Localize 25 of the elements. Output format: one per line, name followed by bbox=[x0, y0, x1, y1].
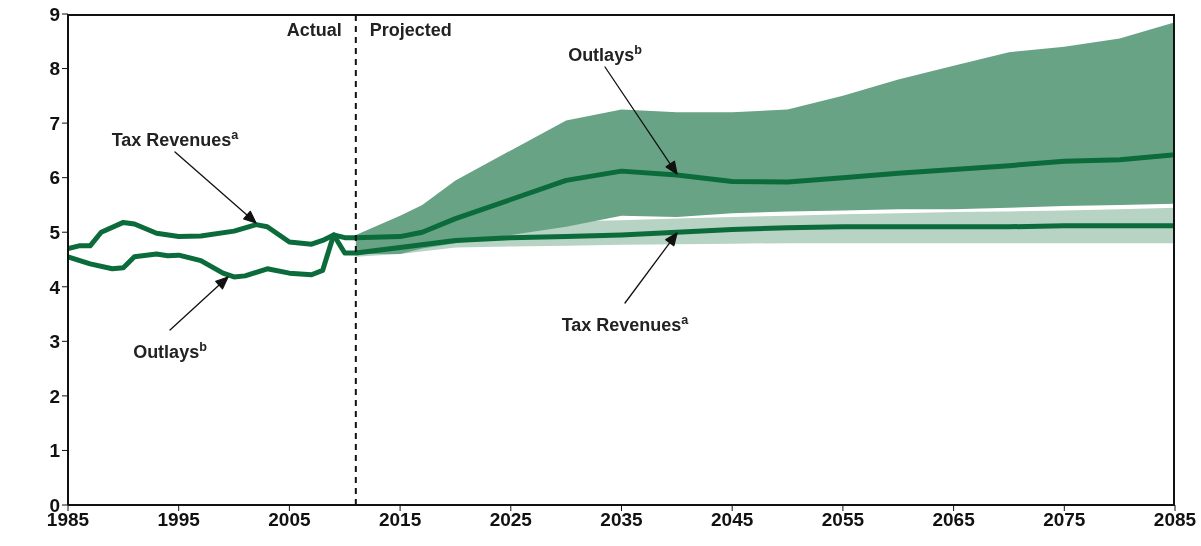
y-tick-label: 4 bbox=[49, 276, 61, 298]
annotation: Projected bbox=[369, 20, 452, 40]
x-tick-label: 2005 bbox=[268, 509, 311, 531]
y-tick-label: 5 bbox=[49, 221, 61, 243]
x-tick-label: 2025 bbox=[489, 509, 533, 531]
x-tick-label: 2085 bbox=[1153, 509, 1197, 531]
x-tick-label: 2045 bbox=[711, 509, 754, 531]
x-tick-label: 1995 bbox=[157, 509, 201, 531]
y-tick-label: 2 bbox=[49, 385, 60, 407]
y-tick-label: 1 bbox=[49, 440, 61, 462]
x-tick-label: 2075 bbox=[1043, 509, 1086, 531]
annotation: Tax Revenues$^{a}$ bbox=[561, 313, 690, 335]
y-tick-label: 7 bbox=[49, 112, 60, 134]
x-tick-label: 2015 bbox=[378, 509, 422, 531]
y-tick-label: 9 bbox=[49, 3, 60, 25]
y-tick-label: 3 bbox=[49, 331, 60, 353]
y-tick-label: 8 bbox=[49, 58, 60, 80]
x-tick-label: 2065 bbox=[932, 509, 976, 531]
annotation: Outlays$^{b}$ bbox=[568, 43, 643, 65]
annotation: Tax Revenues$^{a}$ bbox=[111, 128, 240, 150]
annotation: Outlays$^{b}$ bbox=[133, 340, 208, 362]
x-tick-label: 2035 bbox=[600, 509, 644, 531]
annotation: Actual bbox=[286, 20, 342, 40]
x-tick-label: 2055 bbox=[821, 509, 865, 531]
y-tick-label: 6 bbox=[49, 167, 60, 189]
